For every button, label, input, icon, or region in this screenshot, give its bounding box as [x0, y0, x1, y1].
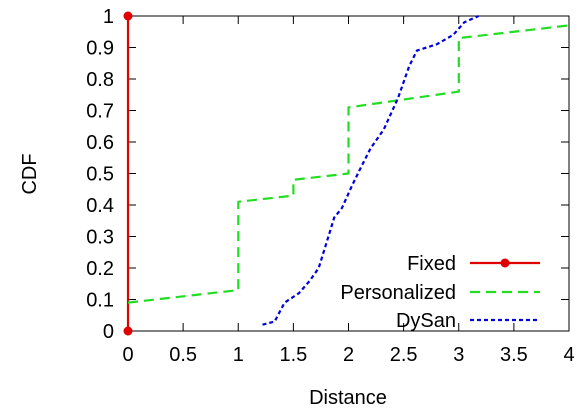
- y-tick-label: 0.4: [86, 195, 114, 217]
- series-line-dysan: [262, 14, 480, 326]
- x-tick-label: 1.5: [279, 344, 307, 366]
- y-tick-label: 0.7: [86, 101, 114, 123]
- axes: 0 0.5 1 1.5 2 2.5 3 3.5 4 0 0.1 0.2 0.3 0.4 0.5 0.6 0.7 0…: [86, 6, 574, 366]
- series-line-personalized: [127, 24, 570, 304]
- legend-label-dysan: DySan: [396, 310, 456, 332]
- x-tick-label: 0.5: [169, 344, 197, 366]
- y-tick-label: 0.6: [86, 132, 114, 154]
- y-tick-label: 0.1: [86, 290, 114, 312]
- x-tick-label: 0: [122, 344, 133, 366]
- x-tick-label: 3.5: [500, 344, 528, 366]
- y-tick-label: 0: [103, 321, 114, 343]
- y-tick-label: 0.9: [86, 38, 114, 60]
- y-tick-label: 0.2: [86, 258, 114, 280]
- y-tick-label: 0.8: [86, 69, 114, 91]
- y-axis-title: CDF: [19, 153, 41, 194]
- y-tick-label: 0.5: [86, 164, 114, 186]
- legend-marker-fixed: [500, 258, 510, 268]
- y-tick-label: 1: [103, 6, 114, 28]
- x-tick-label: 3: [453, 344, 464, 366]
- x-tick-label: 1: [233, 344, 244, 366]
- series-point-fixed: [123, 11, 133, 21]
- legend: Fixed Personalized DySan: [340, 253, 540, 332]
- y-tick-label: 0.3: [86, 227, 114, 249]
- x-tick-label: 2: [343, 344, 354, 366]
- legend-label-personalized: Personalized: [340, 282, 456, 304]
- x-axis-title: Distance: [309, 387, 387, 409]
- series-point-fixed: [123, 326, 133, 336]
- legend-label-fixed: Fixed: [407, 253, 456, 275]
- x-tick-label: 2.5: [390, 344, 418, 366]
- x-tick-label: 4: [563, 344, 574, 366]
- series-layer: [123, 11, 570, 336]
